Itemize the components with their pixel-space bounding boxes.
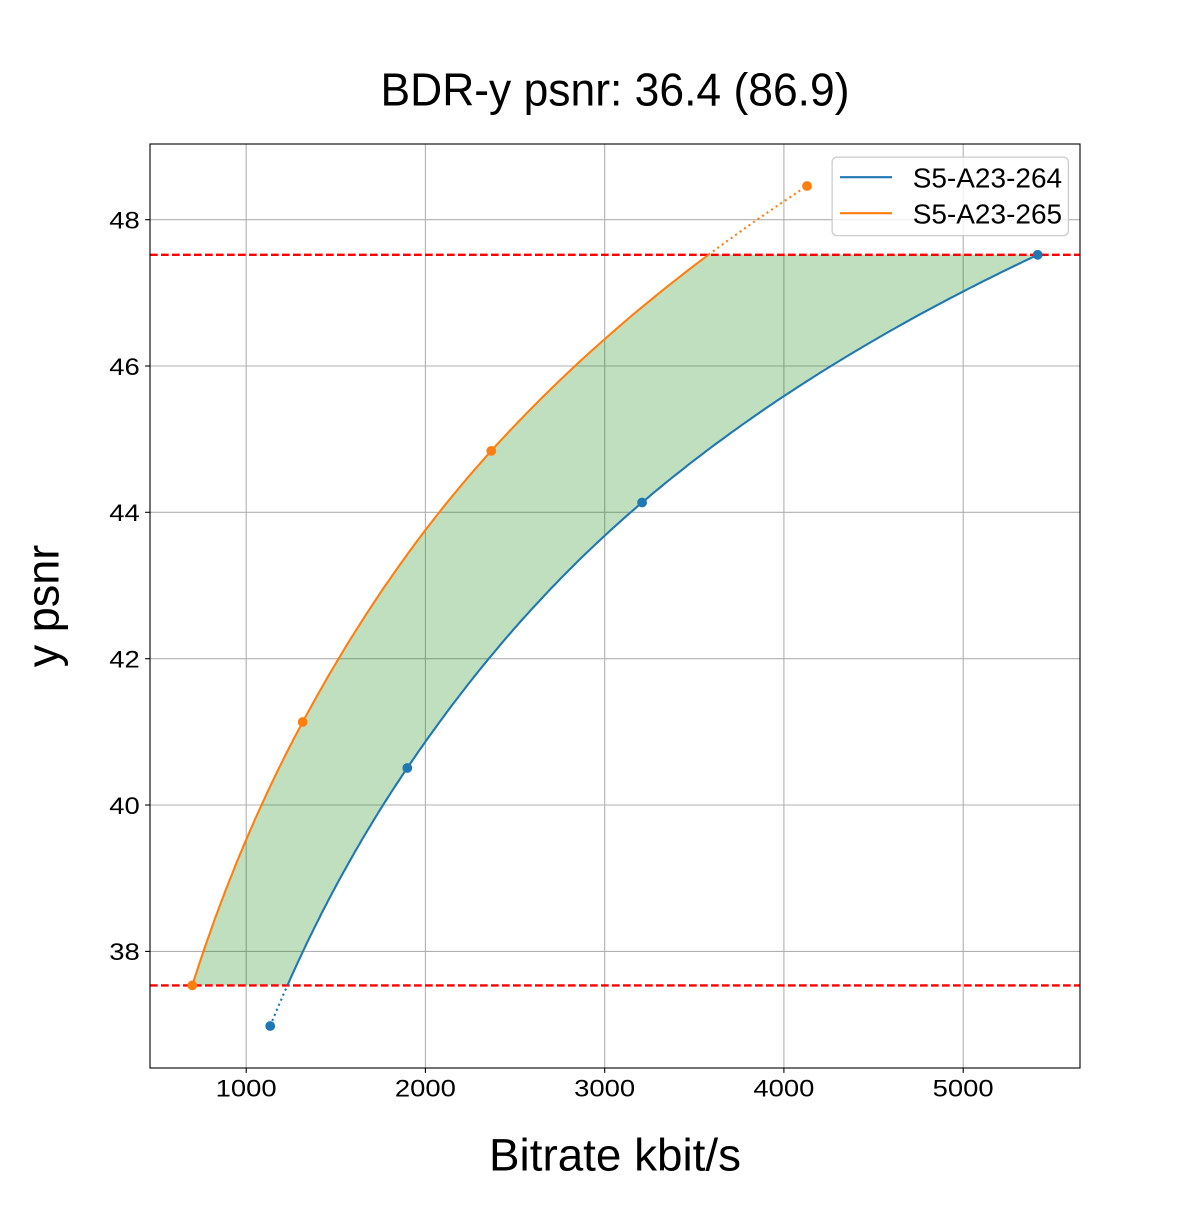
svg-text:40: 40	[109, 793, 140, 820]
svg-text:S5-A23-265: S5-A23-265	[913, 198, 1062, 229]
svg-text:S5-A23-264: S5-A23-264	[913, 162, 1062, 193]
svg-text:5000: 5000	[933, 1076, 994, 1103]
svg-text:Bitrate kbit/s: Bitrate kbit/s	[489, 1130, 741, 1181]
svg-text:1000: 1000	[216, 1076, 277, 1103]
svg-text:42: 42	[109, 647, 140, 674]
svg-text:4000: 4000	[753, 1076, 814, 1103]
svg-text:2000: 2000	[395, 1076, 456, 1103]
svg-text:46: 46	[109, 354, 140, 381]
svg-text:44: 44	[109, 500, 140, 527]
svg-text:y psnr: y psnr	[18, 545, 69, 668]
svg-text:BDR-y psnr: 36.4 (86.9): BDR-y psnr: 36.4 (86.9)	[381, 64, 850, 116]
svg-text:3000: 3000	[574, 1076, 635, 1103]
svg-text:38: 38	[109, 939, 140, 966]
svg-text:48: 48	[109, 208, 140, 235]
